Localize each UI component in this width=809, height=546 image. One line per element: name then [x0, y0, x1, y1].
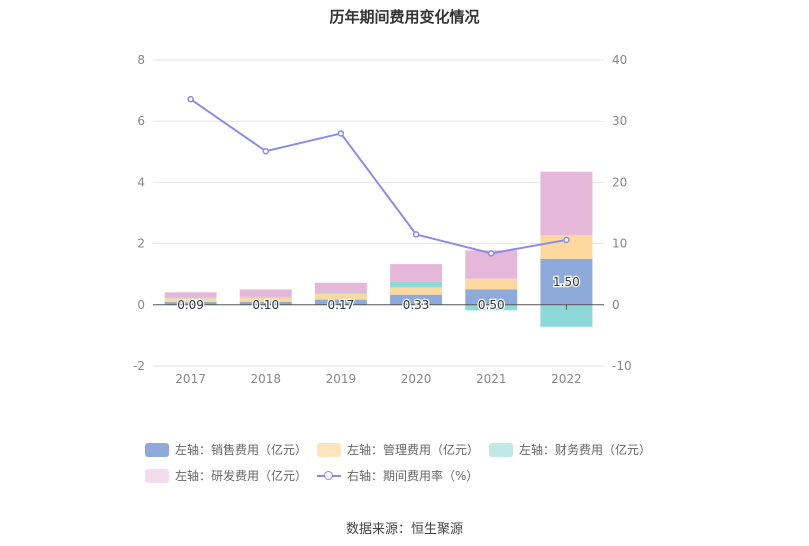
bar-segment	[540, 235, 593, 259]
bar-segment	[239, 301, 292, 305]
rate-point	[337, 130, 345, 137]
data-source: 数据来源：恒生聚源	[345, 522, 463, 537]
x-axis-tick-label: 2019	[326, 372, 357, 386]
legend-item-rd[interactable]: 左轴：研发费用（亿元）	[145, 467, 307, 484]
bar-segment	[164, 297, 217, 299]
bar-segment	[540, 304, 593, 327]
bar-series	[164, 171, 593, 327]
right-axis-tick-label: 0	[612, 298, 620, 312]
legend-label-admin: 左轴：管理费用（亿元）	[347, 443, 480, 457]
bar-segment	[465, 278, 518, 290]
x-axis-ticks: 2017 2018 2019 2020 2021 2022	[175, 372, 581, 386]
left-axis-tick-label: 4	[137, 175, 145, 189]
left-axis-tick-label: 2	[137, 237, 145, 251]
left-axis-tick-label: -2	[133, 359, 145, 373]
bar-segment	[314, 292, 367, 294]
zero-axis	[153, 304, 604, 310]
x-axis-tick-label: 2020	[401, 372, 432, 386]
bar-segment	[390, 264, 443, 282]
left-axis-ticks: 8 6 4 2 0 -2	[133, 53, 145, 373]
line-series	[187, 95, 570, 257]
x-axis-tick-label: 2022	[551, 372, 582, 386]
bar-segment	[540, 171, 593, 236]
legend-label-finance: 左轴：财务费用（亿元）	[519, 443, 652, 457]
rate-point	[262, 147, 269, 155]
sales-data-label: 0.10	[252, 298, 279, 312]
right-axis-tick-label: 10	[612, 237, 627, 251]
rate-point	[412, 231, 420, 238]
bar-segment	[164, 292, 217, 298]
rate-line	[190, 98, 567, 255]
sales-data-label: 0.17	[328, 298, 355, 312]
sales-data-label: 1.50	[553, 275, 580, 289]
legend-swatch-rate	[317, 469, 341, 483]
bar-data-labels: 0.09 0.10 0.17 0.33 0.50 1.50	[176, 274, 581, 313]
bar-segment	[390, 287, 443, 295]
left-axis-tick-label: 8	[137, 53, 145, 67]
bar-segment	[314, 282, 367, 293]
right-axis-tick-label: 30	[612, 114, 627, 128]
bar-segment	[239, 296, 292, 298]
bar-segment	[164, 298, 217, 303]
bar-segment	[239, 297, 292, 302]
rate-point	[488, 250, 495, 257]
bar-segment	[540, 258, 593, 305]
rate-point	[563, 236, 570, 244]
right-axis-tick-label: 40	[612, 53, 627, 67]
legend-swatch-rd	[145, 468, 169, 483]
sales-data-label: 0.33	[403, 298, 430, 312]
bar-segment	[164, 302, 217, 305]
bar-segment	[390, 294, 443, 305]
legend-item-sales[interactable]: 左轴：销售费用（亿元）	[145, 441, 307, 458]
legend-item-rate[interactable]: 右轴：期间费用率（%）	[317, 467, 478, 484]
x-axis-tick-label: 2017	[175, 372, 206, 386]
grid-lines	[153, 59, 604, 367]
legend-label-rd: 左轴：研发费用（亿元）	[175, 469, 308, 483]
legend-swatch-admin	[317, 442, 341, 457]
right-axis-tick-label: -10	[612, 359, 632, 373]
legend-label-sales: 左轴：销售费用（亿元）	[175, 443, 308, 457]
sales-data-label: 0.50	[478, 298, 505, 312]
bar-segment	[314, 293, 367, 300]
rate-point	[187, 95, 194, 103]
bar-segment	[390, 281, 443, 288]
bar-segment	[314, 299, 367, 305]
bar-segment	[239, 289, 292, 297]
legend-item-admin[interactable]: 左轴：管理费用（亿元）	[317, 441, 479, 458]
x-axis-tick-label: 2018	[250, 372, 281, 386]
bar-segment	[465, 289, 518, 305]
legend-label-rate: 右轴：期间费用率（%）	[347, 469, 479, 483]
left-axis-tick-label: 0	[137, 298, 145, 312]
x-axis-tick-label: 2021	[476, 372, 507, 386]
chart-title: 历年期间费用变化情况	[329, 8, 480, 26]
left-axis-tick-label: 6	[137, 114, 145, 128]
legend-swatch-finance	[489, 442, 513, 457]
right-axis-tick-label: 20	[612, 175, 627, 189]
legend-swatch-sales	[145, 442, 169, 457]
legend-item-finance[interactable]: 左轴：财务费用（亿元）	[489, 441, 651, 458]
sales-data-label: 0.09	[177, 298, 204, 312]
right-axis-ticks: 40 30 20 10 0 -10	[612, 53, 632, 373]
